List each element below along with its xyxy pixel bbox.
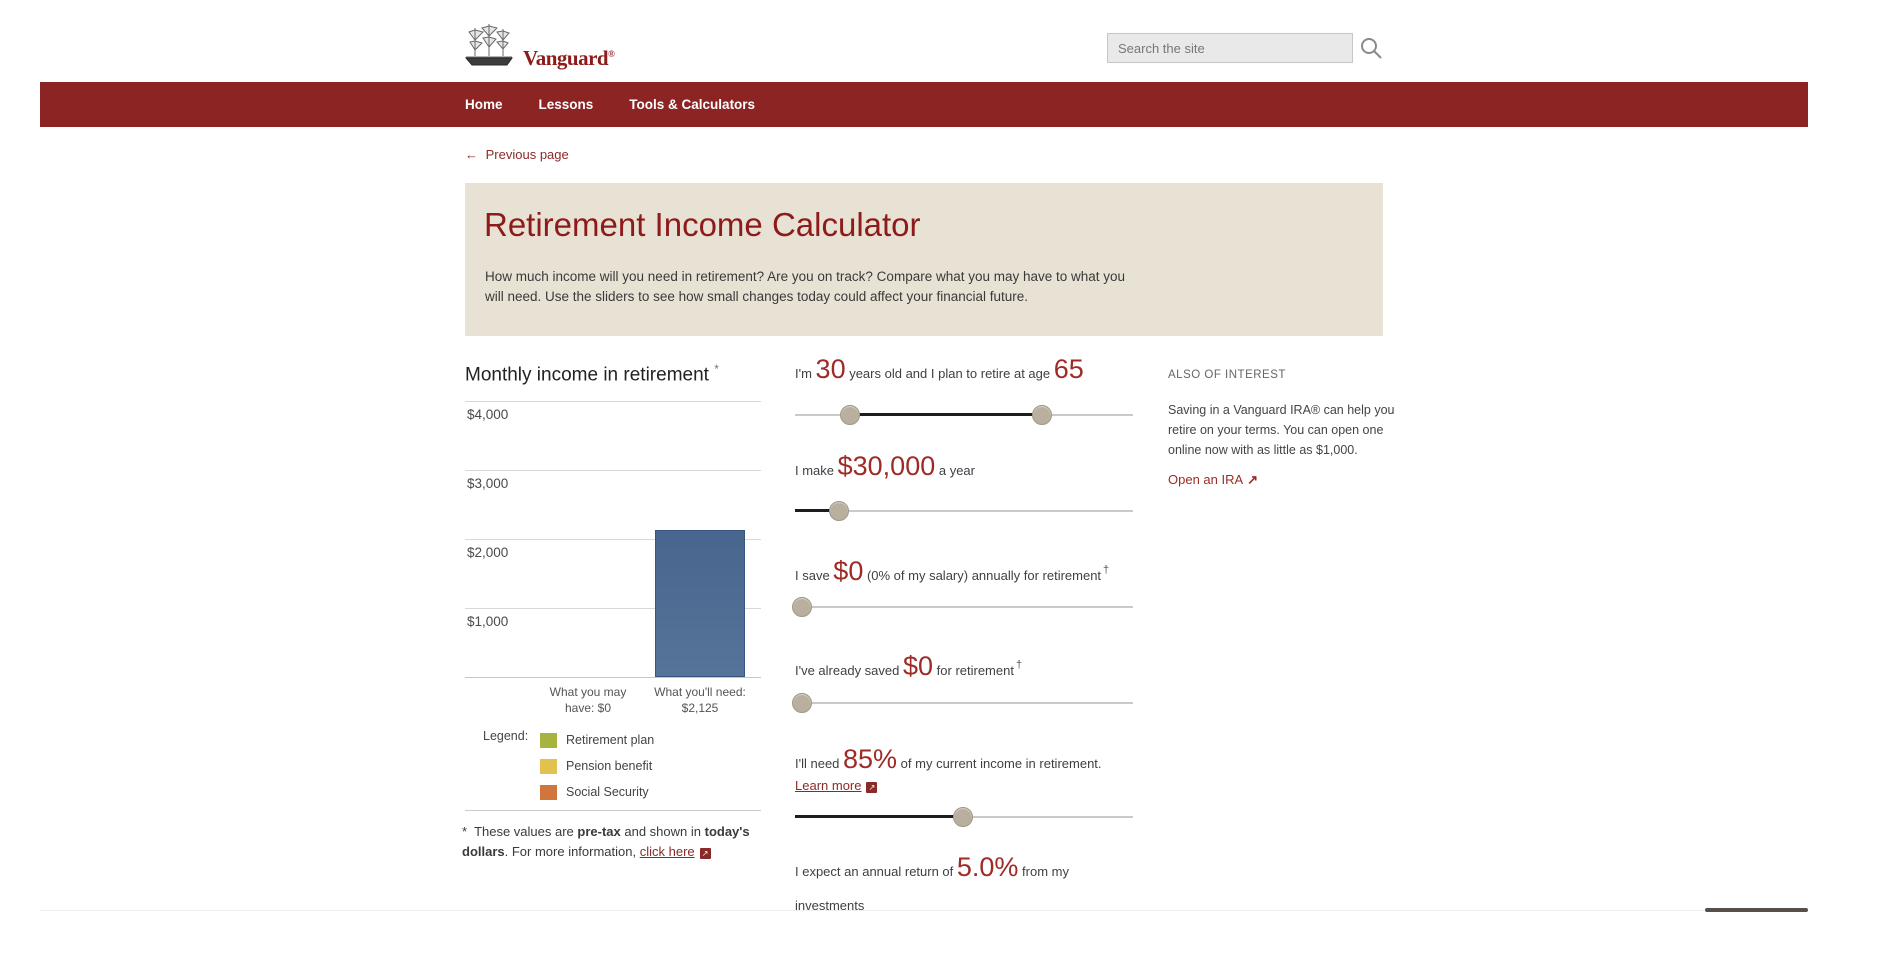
current-age-value: 30 [815,354,846,384]
chart-gridline [465,608,761,609]
salary-value: $30,000 [837,451,936,481]
learn-more-link[interactable]: Learn more [795,778,862,793]
open-an-ira-link[interactable]: Open an IRA ↗ [1168,472,1259,487]
previous-page-link[interactable]: ← Previous page [465,147,569,162]
brand-name: Vanguard® [523,46,615,70]
slider-handle[interactable] [1031,405,1052,425]
slider-track-fill [795,815,963,818]
search-icon [1359,37,1383,63]
external-link-icon: ↗ [699,848,711,859]
legend-swatch-icon [540,732,557,748]
salary-slider-label: I make $30,000 a year [795,451,975,481]
divider [465,810,761,811]
age-slider-label: I'm 30 years old and I plan to retire at… [795,354,1084,384]
slider-handle[interactable] [840,405,861,425]
legend-title: Legend: [483,729,529,743]
age-slider[interactable] [795,405,1133,425]
slider-handle[interactable] [828,501,849,521]
current-savings-value: $0 [903,651,934,681]
site-search [1107,33,1382,63]
retire-age-value: 65 [1053,354,1084,384]
sailing-ship-icon [463,22,515,75]
chart-bar [655,530,745,677]
income-need-slider-label: I'll need 85% of my current income in re… [795,744,1102,793]
arrow-up-right-icon: ↗ [1247,472,1259,487]
chart-ytick-label: $3,000 [467,476,509,491]
title-banner: Retirement Income Calculator How much in… [465,183,1383,336]
income-need-value: 85% [843,744,898,774]
slider-handle[interactable] [952,807,973,827]
legend-swatch-icon [540,758,557,774]
page-title: Retirement Income Calculator [484,206,921,243]
vanguard-logo[interactable]: Vanguard® [463,22,615,75]
chart-category-label: What you may have: $0 [549,685,627,715]
chart-ytick-label: $1,000 [467,614,509,629]
chart-gridline [465,401,761,402]
legend-item: Pension benefit [540,753,654,779]
legend-swatch-icon [540,784,557,800]
return-slider-label: I expect an annual return of 5.0% from m… [795,852,1069,913]
chart-gridline [465,677,761,678]
chart-gridline [465,470,761,471]
current-savings-slider[interactable] [791,693,1133,713]
also-of-interest-heading: ALSO OF INTEREST [1168,369,1286,381]
primary-nav: Home Lessons Tools & Calculators [40,82,1808,127]
slider-track-fill [850,413,1042,416]
nav-item-lessons[interactable]: Lessons [538,97,594,112]
salary-slider[interactable] [795,501,1133,521]
footnote-symbol: * [462,824,468,839]
chart-title: Monthly income in retirement * [465,362,719,386]
dagger-note: † [1015,659,1023,671]
legend-label: Retirement plan [566,733,655,747]
legend-item: Social Security [540,779,654,805]
chart-categories: What you may have: $0 What you'll need: $… [465,684,761,718]
chart-legend-items: Retirement plan Pension benefit Social Sec… [540,727,654,805]
legend-item: Retirement plan [540,727,654,753]
external-link-icon: ↗ [866,782,878,793]
chart-footnote: * These values are pre-tax and shown in … [462,824,750,859]
annual-savings-slider[interactable] [791,597,1133,617]
annual-savings-value: $0 [833,556,864,586]
chart-ytick-label: $2,000 [467,545,509,560]
click-here-link[interactable]: click here [639,844,695,859]
annual-savings-slider-label: I save $0 (0% of my salary) annually for… [795,556,1110,586]
slider-handle[interactable] [791,597,812,617]
footnote-asterisk: * [714,362,719,376]
slider-handle[interactable] [791,693,812,713]
slider-track-fill [795,509,839,512]
page-description: How much income will you need in retirem… [485,269,1126,304]
nav-item-home[interactable]: Home [465,97,503,112]
search-input[interactable] [1107,33,1353,63]
horizontal-scrollbar-thumb[interactable] [1705,908,1808,912]
legend-label: Social Security [566,785,649,799]
chart-gridline [465,539,761,540]
nav-item-tools-calculators[interactable]: Tools & Calculators [629,97,756,112]
chart-ytick-label: $4,000 [467,407,509,422]
current-savings-slider-label: I've already saved $0 for retirement † [795,651,1023,681]
chart-plot: $4,000 $3,000 $2,000 $1,000 [465,401,761,678]
chart-category-label: What you'll need: $2,125 [654,685,746,715]
search-button[interactable] [1357,35,1385,63]
slider-track-line [795,702,1133,704]
legend-label: Pension benefit [566,759,653,773]
also-of-interest-body: Saving in a Vanguard IRA® can help you r… [1168,403,1395,457]
registered-mark: ® [608,49,615,59]
horizontal-scrollbar-track[interactable] [40,910,1808,911]
income-need-slider[interactable] [795,807,1133,827]
dagger-note: † [1103,564,1110,576]
left-arrow-icon: ← [465,147,478,162]
annual-return-value: 5.0% [956,852,1019,882]
slider-track-line [795,510,1133,512]
slider-track-line [795,606,1133,608]
